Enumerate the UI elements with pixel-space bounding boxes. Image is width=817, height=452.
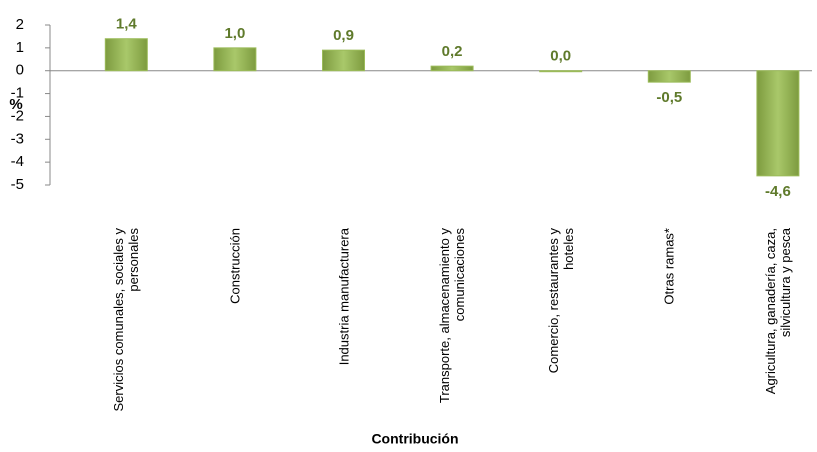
value-label: 0,2 <box>442 43 463 60</box>
value-label: 1,0 <box>224 25 245 42</box>
bar <box>539 70 583 73</box>
value-label: 0,0 <box>550 48 571 65</box>
bar <box>756 70 800 177</box>
x-tick-label: Servicios comunales, sociales y personal… <box>111 228 142 412</box>
y-tick-label: 2 <box>16 16 24 33</box>
y-tick-label: -3 <box>11 130 24 147</box>
value-label: 0,9 <box>333 27 354 44</box>
x-tick-label: Industria manufacturera <box>336 228 351 366</box>
bar <box>647 70 691 83</box>
y-tick-label: -1 <box>11 85 24 102</box>
x-tick-label: Construcción <box>227 228 243 304</box>
bar <box>430 65 474 72</box>
bar <box>104 38 148 72</box>
value-label: -4,6 <box>765 183 791 200</box>
bar <box>213 47 257 72</box>
y-tick-label: -2 <box>11 107 24 124</box>
y-tick-label: 0 <box>16 62 24 79</box>
y-tick-label: -5 <box>11 176 24 193</box>
x-tick-label: Agricultura, ganadería, caza, silvicultu… <box>762 228 793 395</box>
x-tick-label: Otras ramas* <box>661 228 677 305</box>
bar <box>322 49 365 72</box>
x-axis-label: Contribución <box>371 431 458 447</box>
y-axis-label: % <box>9 96 22 113</box>
x-tick-label: Comercio, restaurantes y hoteles <box>545 228 576 374</box>
y-tick-label: -4 <box>11 153 24 170</box>
value-label: -0,5 <box>656 89 682 106</box>
x-tick-label: Transporte, almacenamiento y comunicacio… <box>437 228 468 404</box>
value-label: 1,4 <box>116 16 138 33</box>
y-tick-label: 1 <box>16 39 24 56</box>
